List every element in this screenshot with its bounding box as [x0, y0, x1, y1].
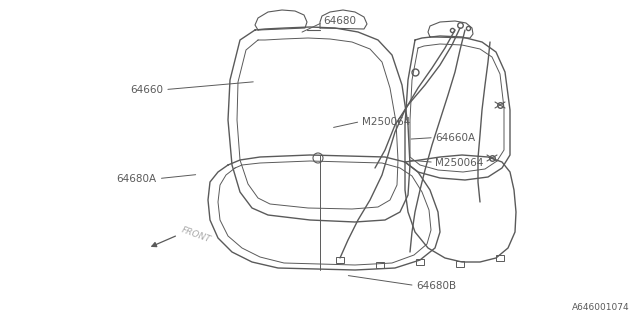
Bar [336, 257, 344, 263]
Text: 64660A: 64660A [435, 132, 476, 143]
Text: A646001074: A646001074 [572, 303, 630, 312]
Bar [416, 259, 424, 265]
Text: 64660: 64660 [130, 84, 163, 95]
Text: 64680: 64680 [323, 16, 356, 26]
Text: M250064: M250064 [362, 116, 410, 127]
Text: 64680A: 64680A [116, 174, 157, 184]
Bar [376, 262, 384, 268]
Bar [456, 261, 464, 267]
Bar [496, 255, 504, 261]
Text: FRONT: FRONT [180, 226, 212, 244]
Text: M250064: M250064 [435, 158, 484, 168]
Text: 64680B: 64680B [416, 281, 456, 292]
